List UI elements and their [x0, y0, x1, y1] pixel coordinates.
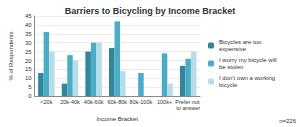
svg-text:I worry my bicycle will: I worry my bicycle will [219, 57, 278, 63]
svg-text:25: 25 [25, 49, 32, 55]
svg-text:Bicycles are too: Bicycles are too [219, 39, 263, 45]
svg-text:10: 10 [25, 75, 32, 81]
svg-text:to answer: to answer [176, 105, 200, 111]
svg-text:5: 5 [28, 84, 32, 90]
svg-text:bicycle: bicycle [219, 82, 238, 88]
svg-text:60k-80k: 60k-80k [107, 99, 127, 105]
svg-text:100k+: 100k+ [157, 99, 172, 105]
svg-text:30: 30 [25, 40, 32, 46]
svg-text:n=226: n=226 [279, 118, 297, 124]
svg-text:40: 40 [25, 22, 32, 28]
svg-text:be stolen: be stolen [219, 64, 243, 70]
svg-text:20k-40k: 20k-40k [60, 99, 80, 105]
svg-text:40k-60k: 40k-60k [84, 99, 104, 105]
svg-text:I don't own a working: I don't own a working [219, 75, 277, 81]
svg-text:20: 20 [25, 58, 32, 64]
svg-text:expensive: expensive [219, 46, 247, 52]
svg-text:Income Bracket: Income Bracket [96, 116, 138, 122]
svg-text:15: 15 [25, 66, 32, 72]
svg-text:% of Respondents: % of Respondents [8, 32, 14, 81]
svg-text:80k-100k: 80k-100k [130, 99, 153, 105]
svg-text:0: 0 [28, 93, 32, 99]
svg-text:<20k: <20k [40, 99, 52, 105]
svg-text:35: 35 [25, 31, 32, 37]
svg-text:45: 45 [25, 13, 32, 19]
svg-text:Prefer not: Prefer not [175, 99, 201, 106]
svg-text:Barriers to Bicycling by Incom: Barriers to Bicycling by Income Bracket [65, 6, 236, 16]
